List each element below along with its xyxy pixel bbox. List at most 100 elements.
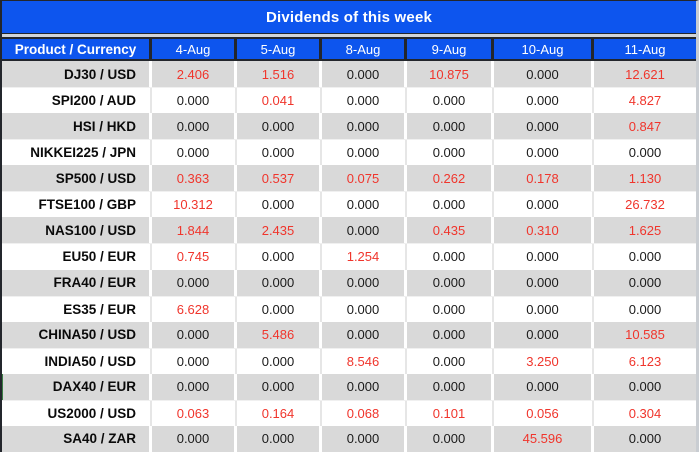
column-header-date: 10-Aug — [494, 39, 591, 59]
dividend-value-cell: 0.537 — [237, 165, 319, 192]
dividend-value-cell: 1.625 — [594, 217, 696, 244]
product-currency-label: INDIA50 / USD — [2, 348, 149, 374]
dividend-value-cell: 0.000 — [407, 113, 491, 140]
table-row: DAX40 / EUR 0.000 0.000 0.000 0.000 0.000 0.00… — [2, 373, 696, 400]
dividend-value-cell: 6.628 — [152, 296, 234, 322]
dividend-value-cell: 45.596 — [494, 425, 591, 452]
dividend-value-cell: 0.000 — [237, 269, 319, 296]
table-row: FRA40 / EUR 0.000 0.000 0.000 0.000 0.000 0.00… — [2, 269, 696, 296]
dividend-value-cell: 0.000 — [594, 140, 696, 166]
dividend-value-cell: 0.000 — [407, 269, 491, 296]
table-row: SP500 / USD 0.363 0.537 0.075 0.262 0.178 1.13… — [2, 165, 696, 192]
dividend-value-cell: 0.068 — [322, 400, 404, 426]
dividend-value-cell: 0.000 — [407, 373, 491, 400]
dividend-value-cell: 1.130 — [594, 165, 696, 192]
table-title: Dividends of this week — [2, 1, 696, 34]
column-header-date: 5-Aug — [237, 39, 319, 59]
dividend-value-cell: 0.000 — [237, 140, 319, 166]
green-edge-marker — [2, 374, 3, 400]
table-row: SA40 / ZAR 0.000 0.000 0.000 0.000 45.596 0.00… — [2, 425, 696, 452]
dividend-value-cell: 0.310 — [494, 217, 591, 244]
dividend-value-cell: 2.435 — [237, 217, 319, 244]
dividend-value-cell: 0.000 — [407, 321, 491, 348]
dividend-value-cell: 0.000 — [494, 244, 591, 270]
dividend-value-cell: 0.745 — [152, 244, 234, 270]
dividend-value-cell: 2.406 — [152, 61, 234, 88]
dividend-value-cell: 0.000 — [152, 113, 234, 140]
column-header-date: 9-Aug — [407, 39, 491, 59]
dividend-value-cell: 0.000 — [322, 296, 404, 322]
table-row: CHINA50 / USD 0.000 5.486 0.000 0.000 0.000 10… — [2, 321, 696, 348]
table-row: ES35 / EUR 6.628 0.000 0.000 0.000 0.000 0.000 — [2, 295, 696, 322]
dividend-value-cell: 1.516 — [237, 61, 319, 88]
dividend-value-cell: 0.000 — [594, 244, 696, 270]
table-row: NIKKEI225 / JPN 0.000 0.000 0.000 0.000 0.000… — [2, 139, 696, 166]
column-header-date: 8-Aug — [322, 39, 404, 59]
table-row: HSI / HKD 0.000 0.000 0.000 0.000 0.000 0.847 — [2, 113, 696, 140]
dividend-value-cell: 1.254 — [322, 244, 404, 270]
dividend-value-cell: 0.000 — [237, 373, 319, 400]
dividend-value-cell: 0.000 — [152, 269, 234, 296]
dividend-value-cell: 0.000 — [322, 140, 404, 166]
dividend-value-cell: 26.732 — [594, 192, 696, 218]
product-currency-label: US2000 / USD — [2, 400, 149, 426]
dividend-value-cell: 0.164 — [237, 400, 319, 426]
dividend-value-cell: 0.000 — [322, 113, 404, 140]
dividend-value-cell: 0.000 — [322, 373, 404, 400]
dividend-value-cell: 0.000 — [322, 61, 404, 88]
dividend-value-cell: 0.000 — [322, 217, 404, 244]
dividend-value-cell: 0.000 — [322, 192, 404, 218]
dividend-value-cell: 12.621 — [594, 61, 696, 88]
dividend-value-cell: 0.000 — [237, 192, 319, 218]
table-row: EU50 / EUR 0.745 0.000 1.254 0.000 0.000 0.000 — [2, 243, 696, 270]
product-currency-label: DJ30 / USD — [2, 61, 149, 88]
dividend-value-cell: 0.262 — [407, 165, 491, 192]
dividend-value-cell: 10.875 — [407, 61, 491, 88]
column-header-date: 4-Aug — [152, 39, 234, 59]
dividend-value-cell: 0.000 — [152, 140, 234, 166]
dividend-value-cell: 0.000 — [237, 348, 319, 374]
dividend-value-cell: 0.041 — [237, 88, 319, 114]
table-row: US2000 / USD 0.063 0.164 0.068 0.101 0.056 0.3… — [2, 399, 696, 426]
dividend-value-cell: 0.000 — [407, 425, 491, 452]
dividend-value-cell: 0.363 — [152, 165, 234, 192]
product-currency-label: DAX40 / EUR — [2, 373, 149, 400]
dividend-value-cell: 0.000 — [407, 348, 491, 374]
table-row: INDIA50 / USD 0.000 0.000 8.546 0.000 3.250 6.… — [2, 347, 696, 374]
dividend-value-cell: 5.486 — [237, 321, 319, 348]
table-row: SPI200 / AUD 0.000 0.041 0.000 0.000 0.000 4.8… — [2, 87, 696, 114]
dividend-value-cell: 3.250 — [494, 348, 591, 374]
product-currency-label: SA40 / ZAR — [2, 425, 149, 452]
dividend-value-cell: 0.000 — [494, 296, 591, 322]
table-header-row: Product / Currency 4-Aug 5-Aug 8-Aug 9-Aug 1… — [2, 37, 696, 61]
table-row: NAS100 / USD 1.844 2.435 0.000 0.435 0.310 1.6… — [2, 217, 696, 244]
dividend-value-cell: 0.056 — [494, 400, 591, 426]
product-currency-label: NAS100 / USD — [2, 217, 149, 244]
dividend-value-cell: 0.000 — [237, 425, 319, 452]
dividend-value-cell: 0.000 — [322, 269, 404, 296]
dividend-value-cell: 0.000 — [237, 113, 319, 140]
dividend-value-cell: 0.075 — [322, 165, 404, 192]
dividend-value-cell: 0.000 — [594, 373, 696, 400]
dividend-value-cell: 0.000 — [407, 140, 491, 166]
dividend-value-cell: 0.000 — [152, 88, 234, 114]
dividend-value-cell: 0.000 — [494, 269, 591, 296]
product-currency-label: NIKKEI225 / JPN — [2, 140, 149, 166]
product-currency-label: SPI200 / AUD — [2, 88, 149, 114]
dividend-value-cell: 0.000 — [407, 88, 491, 114]
dividend-value-cell: 0.000 — [152, 321, 234, 348]
dividend-value-cell: 0.178 — [494, 165, 591, 192]
dividend-value-cell: 0.000 — [152, 425, 234, 452]
dividend-value-cell: 0.000 — [494, 61, 591, 88]
product-currency-label: EU50 / EUR — [2, 244, 149, 270]
dividend-value-cell: 0.000 — [594, 269, 696, 296]
dividend-value-cell: 4.827 — [594, 88, 696, 114]
dividend-value-cell: 0.000 — [407, 296, 491, 322]
dividend-value-cell: 0.000 — [494, 192, 591, 218]
dividend-value-cell: 0.000 — [494, 140, 591, 166]
dividend-value-cell: 0.000 — [322, 425, 404, 452]
dividend-value-cell: 0.000 — [237, 244, 319, 270]
product-currency-label: SP500 / USD — [2, 165, 149, 192]
dividend-value-cell: 0.000 — [494, 113, 591, 140]
